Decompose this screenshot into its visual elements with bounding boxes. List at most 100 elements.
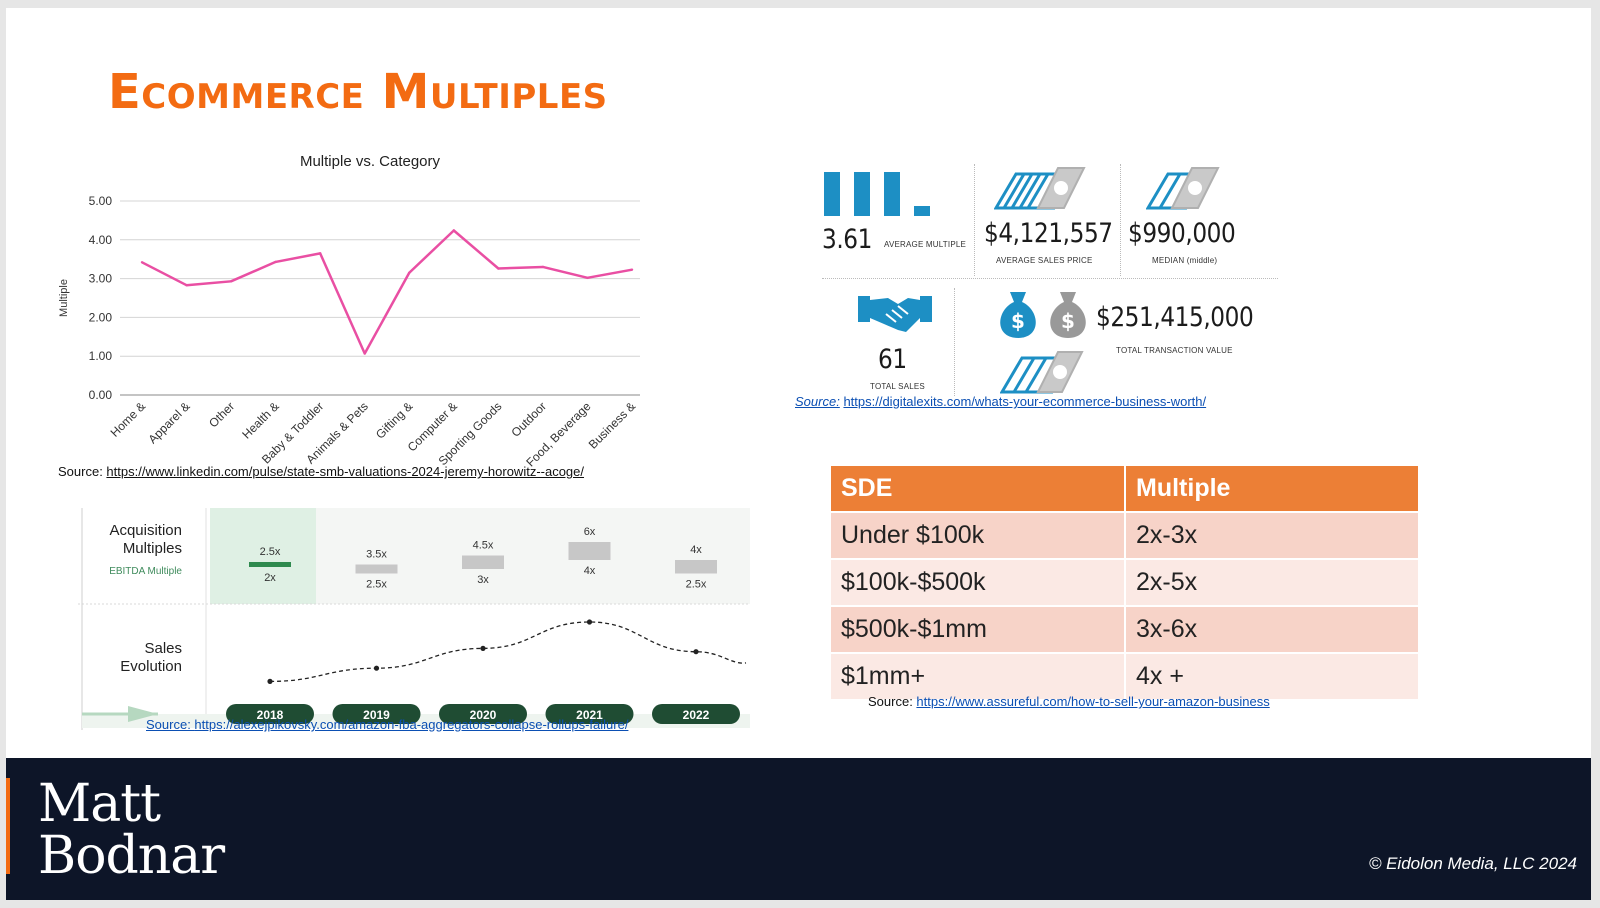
median-value: $990,000 bbox=[1128, 218, 1236, 249]
divider bbox=[822, 278, 1278, 279]
multiple-cell: 2x-5x bbox=[1125, 559, 1420, 607]
svg-text:$: $ bbox=[1061, 309, 1075, 333]
sde-cell: $1mm+ bbox=[831, 653, 1126, 701]
year-label: 2020 bbox=[470, 708, 497, 722]
multiple-range-bar bbox=[568, 542, 611, 560]
data-point bbox=[363, 352, 366, 355]
table-row: Under $100k 2x-3x bbox=[831, 512, 1420, 560]
accent-bar bbox=[6, 778, 10, 874]
y-tick-label: 5.00 bbox=[89, 194, 113, 208]
bar-chart-icon bbox=[824, 172, 930, 216]
high-label: 3.5x bbox=[366, 549, 387, 561]
table-row: $500k-$1mm 3x-6x bbox=[831, 606, 1420, 654]
y-tick-label: 0.00 bbox=[89, 388, 113, 402]
median-caption: MEDIAN (middle) bbox=[1152, 256, 1218, 265]
data-point bbox=[630, 268, 634, 271]
stats-source-link[interactable]: https://digitalexits.com/whats-your-ecom… bbox=[843, 394, 1207, 409]
data-point bbox=[140, 261, 144, 264]
sde-cell: $500k-$1mm bbox=[831, 606, 1126, 654]
year-pill bbox=[652, 704, 740, 724]
x-tick-label: Gifting & bbox=[373, 399, 415, 441]
low-label: 2.5x bbox=[366, 579, 387, 591]
data-point bbox=[318, 252, 322, 255]
line-chart: Multiple vs. Category 0.00 1.00 2.00 3.00 4.0… bbox=[58, 153, 640, 470]
y-tick-label: 2.00 bbox=[89, 310, 113, 324]
data-point bbox=[452, 229, 456, 232]
y-axis-label: Multiple bbox=[58, 279, 70, 317]
line-chart-source-link[interactable]: https://www.linkedin.com/pulse/state-smb… bbox=[106, 464, 585, 479]
year-label: 2021 bbox=[576, 708, 603, 722]
year-pill bbox=[439, 704, 527, 724]
stats-panel: 3.61 AVERAGE MULTIPLE $4,121,557 AVERAGE… bbox=[820, 158, 1290, 418]
low-label: 3x bbox=[477, 574, 489, 586]
brand-line-2: Bodnar bbox=[38, 826, 225, 886]
row-label-acquisition: Acquisition bbox=[109, 522, 182, 539]
table-row: $100k-$500k 2x-5x bbox=[831, 559, 1420, 607]
sales-point bbox=[480, 645, 486, 651]
year-label: 2018 bbox=[257, 708, 284, 722]
multiple-range-bar bbox=[675, 560, 717, 574]
sde-source-link[interactable]: https://www.assureful.com/how-to-sell-yo… bbox=[916, 694, 1270, 709]
sales-point bbox=[693, 649, 699, 655]
money-bag-icon: $ bbox=[1050, 292, 1086, 338]
acquisition-source-prefix: Source: bbox=[146, 717, 195, 732]
y-tick-label: 1.00 bbox=[89, 349, 113, 363]
average-sales-price-caption: AVERAGE SALES PRICE bbox=[996, 256, 1093, 265]
data-point bbox=[185, 283, 188, 287]
divider bbox=[1120, 164, 1121, 276]
row-label-evolution: Evolution bbox=[120, 658, 182, 675]
sde-table: SDE Multiple Under $100k 2x-3x $100k-$50… bbox=[831, 466, 1420, 701]
multiple-cell: 3x-6x bbox=[1125, 606, 1420, 654]
y-tick-label: 3.00 bbox=[89, 272, 113, 286]
x-tick-label: Home & bbox=[108, 399, 149, 440]
x-tick-label: Other bbox=[206, 399, 237, 430]
total-sales-caption: TOTAL SALES bbox=[870, 382, 925, 391]
year-pill bbox=[545, 704, 634, 724]
sales-point bbox=[373, 665, 380, 671]
x-tick-label: Health & bbox=[239, 399, 281, 441]
year-label: 2019 bbox=[363, 708, 390, 722]
high-label: 6x bbox=[584, 526, 596, 538]
stats-source-prefix: Source: bbox=[795, 394, 840, 409]
low-label: 2x bbox=[264, 572, 276, 584]
divider bbox=[974, 164, 975, 276]
row-label-multiples: Multiples bbox=[123, 540, 182, 557]
line-chart-source: Source: https://www.linkedin.com/pulse/s… bbox=[58, 464, 584, 479]
data-point bbox=[408, 271, 411, 274]
high-label: 4x bbox=[690, 544, 702, 556]
total-transaction-caption: TOTAL TRANSACTION VALUE bbox=[1116, 346, 1233, 355]
sde-cell: $100k-$500k bbox=[831, 559, 1126, 607]
multiple-range-bar bbox=[249, 562, 291, 567]
sales-point bbox=[267, 678, 273, 684]
x-tick-label: Outdoor bbox=[508, 399, 549, 440]
chart-title: Multiple vs. Category bbox=[300, 153, 441, 170]
copyright: © Eidolon Media, LLC 2024 bbox=[1368, 854, 1577, 873]
acquisition-source: Source: https://alexejpikovsky.com/amazo… bbox=[146, 717, 628, 732]
table-row: $1mm+ 4x + bbox=[831, 653, 1420, 701]
high-label: 4.5x bbox=[473, 540, 494, 552]
cash-stack-icon bbox=[994, 167, 1086, 210]
data-point bbox=[229, 280, 233, 283]
header-multiple: Multiple bbox=[1125, 466, 1420, 513]
timeline-arrowhead bbox=[128, 706, 158, 722]
footer: Matt Bodnar © Eidolon Media, LLC 2024 bbox=[6, 758, 1591, 900]
sales-evolution-line bbox=[269, 621, 747, 683]
source-prefix: Source: bbox=[868, 694, 917, 709]
row-label-sales: Sales bbox=[144, 640, 182, 657]
stats-source: Source: https://digitalexits.com/whats-y… bbox=[795, 394, 1206, 409]
highlight-2018 bbox=[210, 508, 316, 604]
year-label: 2022 bbox=[683, 708, 710, 722]
row-label-ebitda: EBITDA Multiple bbox=[109, 566, 182, 577]
source-prefix: Source: bbox=[58, 464, 107, 479]
data-point bbox=[274, 260, 277, 264]
slide: Ecommerce Multiples Multiple vs. Categor… bbox=[6, 8, 1591, 900]
year-pill bbox=[226, 704, 314, 724]
slide-title: Ecommerce Multiples bbox=[108, 64, 608, 120]
sales-point bbox=[586, 619, 593, 625]
acquisition-source-link[interactable]: https://alexejpikovsky.com/amazon-fba-ag… bbox=[194, 717, 629, 732]
multiple-range-bar bbox=[462, 555, 504, 569]
data-point bbox=[541, 265, 545, 269]
header-sde: SDE bbox=[831, 466, 1126, 513]
multiple-cell: 2x-3x bbox=[1125, 512, 1420, 560]
divider bbox=[954, 288, 955, 396]
